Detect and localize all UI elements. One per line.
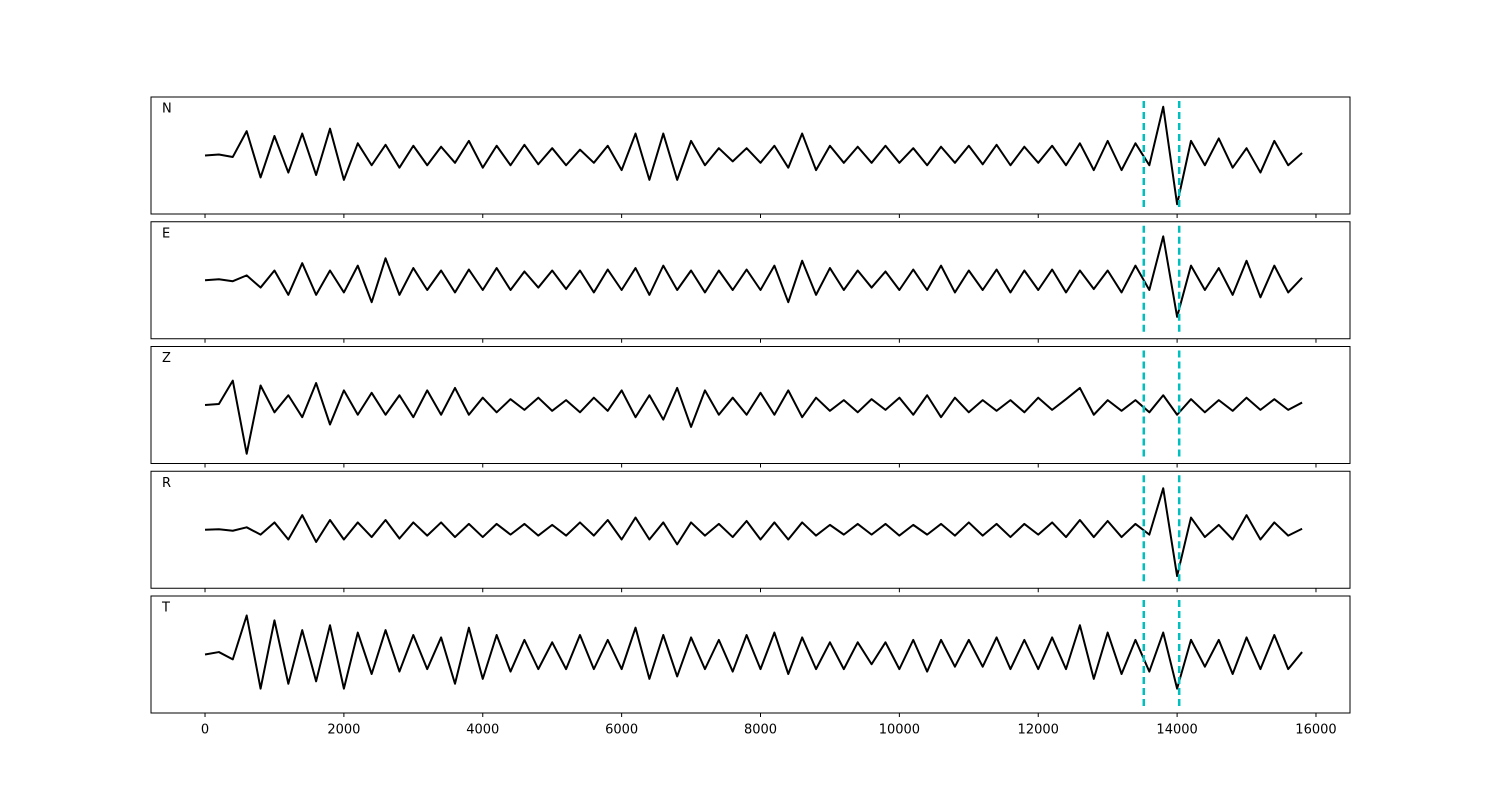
x-tick-label: 8000 [744,723,777,738]
trace [204,614,1303,690]
x-tick-label: 4000 [466,723,499,738]
panel-frame [150,221,1351,340]
trace [204,379,1303,455]
channel-label: R [162,476,171,491]
x-tick-label: 14000 [1156,723,1197,738]
trace [204,235,1303,318]
trace [204,105,1303,206]
panel-frame [150,595,1351,714]
channel-label: T [161,601,170,616]
x-tick-label: 12000 [1018,723,1059,738]
channel-label: E [162,226,170,241]
channel-label: N [162,102,172,117]
x-tick-label: 6000 [605,723,638,738]
panel-frame [150,470,1351,589]
x-tick-label: 0 [201,723,209,738]
panel-frame [150,346,1351,464]
trace [204,487,1303,578]
channel-label: Z [162,351,171,366]
x-tick-label: 2000 [327,723,360,738]
x-tick-label: 16000 [1295,723,1336,738]
panel-frame [150,96,1351,215]
x-tick-label: 10000 [879,723,920,738]
